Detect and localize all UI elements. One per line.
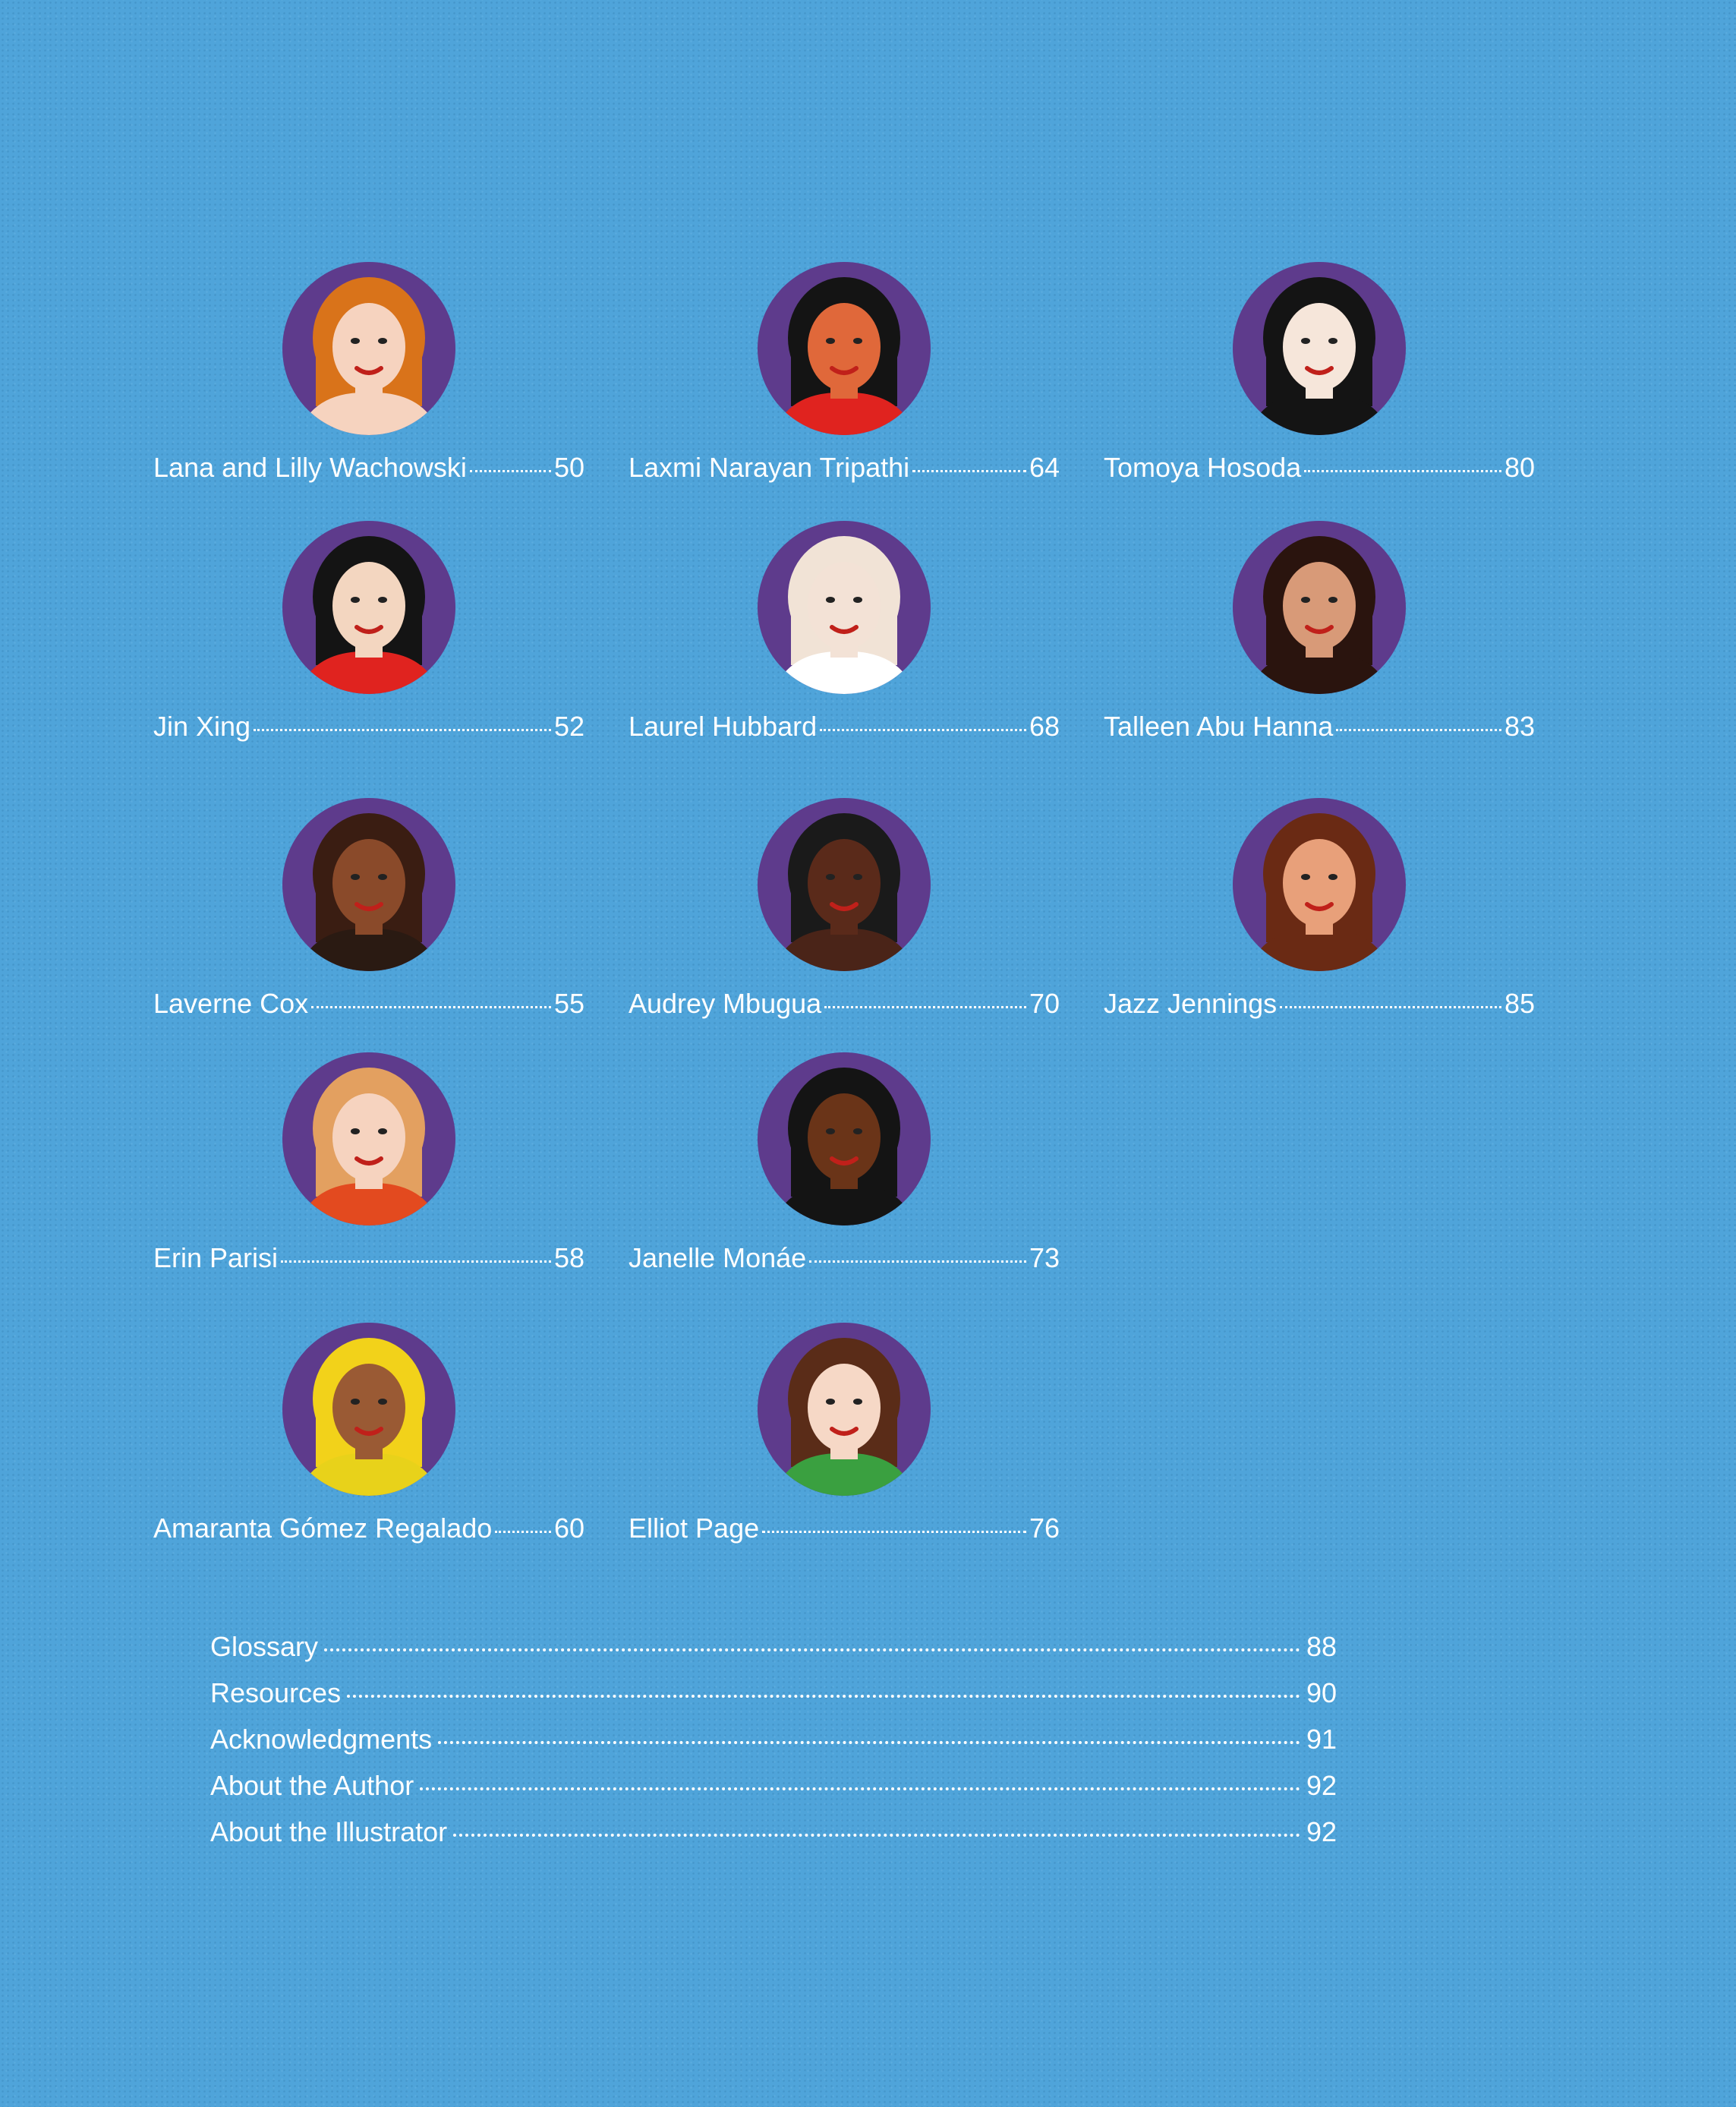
entry-name: Amaranta Gómez Regalado (153, 1512, 493, 1544)
portrait-illustration (282, 262, 455, 435)
entry-page: 64 (1029, 452, 1060, 483)
dot-leader (469, 470, 551, 472)
entry-name: Laverne Cox (153, 988, 309, 1019)
contents-entry[interactable]: Audrey Mbugua 70 (629, 798, 1060, 1019)
dot-leader (912, 470, 1026, 472)
dot-leader (820, 729, 1026, 731)
dot-leader (281, 1260, 551, 1263)
entry-page: 85 (1504, 988, 1535, 1019)
contents-entry[interactable]: Lana and Lilly Wachowski 50 (153, 262, 584, 483)
entry-line[interactable]: Janelle Monáe 73 (629, 1242, 1060, 1274)
contents-entry[interactable]: Amaranta Gómez Regalado 60 (153, 1323, 584, 1544)
entry-name: Erin Parisi (153, 1242, 279, 1273)
dot-leader (453, 1834, 1300, 1837)
dot-leader (1304, 470, 1501, 472)
entry-page: 55 (553, 988, 584, 1019)
entry-name: Audrey Mbugua (629, 988, 822, 1019)
entry-name: Tomoya Hosoda (1104, 452, 1302, 483)
portrait-illustration (282, 798, 455, 971)
entry-name: Laurel Hubbard (629, 711, 818, 742)
entry-page: 70 (1029, 988, 1060, 1019)
entry-name: Lana and Lilly Wachowski (153, 452, 467, 483)
portrait-illustration (1233, 798, 1406, 971)
entry-page: 60 (553, 1512, 584, 1544)
entry-line[interactable]: Elliot Page 76 (629, 1512, 1060, 1544)
entry-line[interactable]: Jin Xing 52 (153, 711, 584, 743)
entry-page: 80 (1504, 452, 1535, 483)
entry-line[interactable]: Amaranta Gómez Regalado 60 (153, 1512, 584, 1544)
entry-line[interactable]: Laurel Hubbard 68 (629, 711, 1060, 743)
entry-line[interactable]: Lana and Lilly Wachowski 50 (153, 452, 584, 484)
contents-entry[interactable]: Erin Parisi 58 (153, 1052, 584, 1273)
entry-name: Elliot Page (629, 1512, 760, 1544)
entry-page: 58 (553, 1242, 584, 1273)
contents-entry[interactable]: Janelle Monáe 73 (629, 1052, 1060, 1273)
dot-leader (809, 1260, 1026, 1263)
dot-leader (438, 1741, 1300, 1744)
portrait-illustration (282, 1323, 455, 1496)
dot-leader (311, 1006, 551, 1008)
portrait-illustration (758, 798, 931, 971)
dot-leader (495, 1531, 551, 1533)
portrait-illustration (758, 521, 931, 694)
dot-leader (1336, 729, 1501, 731)
back-matter-label: Glossary (210, 1631, 319, 1662)
back-matter-label: Acknowledgments (210, 1724, 433, 1755)
entry-line[interactable]: Erin Parisi 58 (153, 1242, 584, 1274)
portrait-illustration (758, 1052, 931, 1225)
back-matter-page: 92 (1306, 1816, 1337, 1847)
contents-entry[interactable]: Jazz Jennings 85 (1104, 798, 1535, 1019)
contents-entry[interactable]: Talleen Abu Hanna 83 (1104, 521, 1535, 742)
entry-name: Jin Xing (153, 711, 251, 742)
dot-leader (254, 729, 551, 731)
entry-line[interactable]: Talleen Abu Hanna 83 (1104, 711, 1535, 743)
portrait-illustration (1233, 262, 1406, 435)
entry-name: Laxmi Narayan Tripathi (629, 452, 910, 483)
back-matter-label: Resources (210, 1677, 342, 1708)
back-matter-page: 91 (1306, 1724, 1337, 1755)
entry-line[interactable]: Jazz Jennings 85 (1104, 988, 1535, 1020)
portrait-illustration (282, 1052, 455, 1225)
dot-leader (1280, 1006, 1501, 1008)
contents-entry[interactable]: Laverne Cox 55 (153, 798, 584, 1019)
entry-line[interactable]: Laverne Cox 55 (153, 988, 584, 1020)
entry-name: Janelle Monáe (629, 1242, 807, 1273)
entry-page: 83 (1504, 711, 1535, 742)
entry-name: Talleen Abu Hanna (1104, 711, 1334, 742)
entry-page: 68 (1029, 711, 1060, 742)
entry-line[interactable]: Audrey Mbugua 70 (629, 988, 1060, 1020)
back-matter-label: About the Illustrator (210, 1816, 448, 1847)
back-matter-page: 92 (1306, 1770, 1337, 1801)
dot-leader (762, 1531, 1026, 1533)
dot-leader (324, 1648, 1300, 1651)
portrait-illustration (1233, 521, 1406, 694)
entry-page: 73 (1029, 1242, 1060, 1273)
portrait-illustration (758, 1323, 931, 1496)
back-matter-page: 88 (1306, 1631, 1337, 1662)
entry-page: 50 (553, 452, 584, 483)
entry-page: 52 (553, 711, 584, 742)
entry-page: 76 (1029, 1512, 1060, 1544)
entry-name: Jazz Jennings (1104, 988, 1278, 1019)
back-matter-label: About the Author (210, 1770, 414, 1801)
dot-leader (824, 1006, 1026, 1008)
contents-entry[interactable]: Laxmi Narayan Tripathi 64 (629, 262, 1060, 483)
contents-entry[interactable]: Jin Xing 52 (153, 521, 584, 742)
dot-leader (347, 1695, 1300, 1698)
portrait-illustration (758, 262, 931, 435)
contents-entry[interactable]: Tomoya Hosoda 80 (1104, 262, 1535, 483)
entry-line[interactable]: Laxmi Narayan Tripathi 64 (629, 452, 1060, 484)
entry-line[interactable]: Tomoya Hosoda 80 (1104, 452, 1535, 484)
contents-entry[interactable]: Laurel Hubbard 68 (629, 521, 1060, 742)
portrait-illustration (282, 521, 455, 694)
dot-leader (420, 1787, 1300, 1790)
back-matter-page: 90 (1306, 1677, 1337, 1708)
contents-entry[interactable]: Elliot Page 76 (629, 1323, 1060, 1544)
